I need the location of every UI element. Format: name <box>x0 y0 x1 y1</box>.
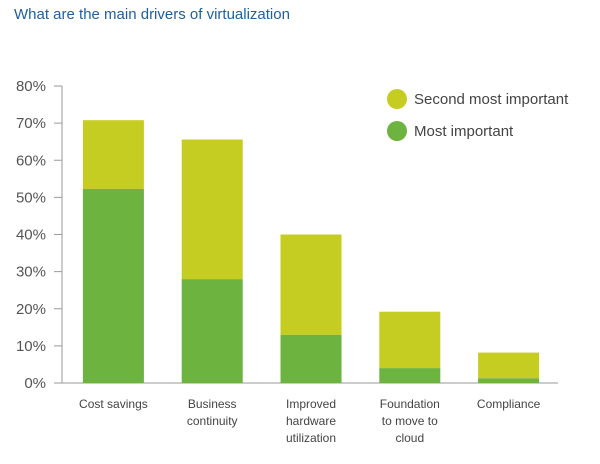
category-labels: Cost savings Business continuity Improved ha… <box>79 397 541 445</box>
y-tick-label: 10% <box>16 338 46 355</box>
y-tick-label: 0% <box>24 375 46 392</box>
y-tick-label: 70% <box>16 115 46 132</box>
category-label: Business continuity <box>187 397 238 428</box>
bar-segment <box>478 378 540 383</box>
y-tick-label: 60% <box>16 152 46 169</box>
y-tick-label: 50% <box>16 189 46 206</box>
category-label: Improved hardware utilization <box>286 397 336 445</box>
y-axis: 0% 10% 20% 30% 40% 50% 60% 70% 80% <box>16 78 558 392</box>
bar-segment <box>280 334 342 383</box>
category-label: Foundation to move to cloud <box>380 397 440 445</box>
category-label: Cost savings <box>79 397 148 411</box>
bar-segment <box>280 234 342 335</box>
y-tick-label: 20% <box>16 301 46 318</box>
bar-segment <box>181 139 243 280</box>
legend-label: Second most important <box>414 91 569 108</box>
y-tick-label: 30% <box>16 264 46 281</box>
bars <box>82 120 540 383</box>
legend-marker <box>387 121 407 141</box>
legend-label: Most important <box>414 123 514 140</box>
bar-segment <box>379 368 441 383</box>
legend: Second most important Most important <box>387 89 569 141</box>
bar-segment <box>379 311 441 369</box>
y-tick-label: 80% <box>16 78 46 95</box>
chart-title: What are the main drivers of virtualizat… <box>14 6 290 23</box>
category-label: Compliance <box>477 397 541 411</box>
bar-segment <box>478 352 540 379</box>
legend-marker <box>387 89 407 109</box>
bar-segment <box>82 120 144 189</box>
y-tick-label: 40% <box>16 227 46 244</box>
bar-segment <box>82 188 144 383</box>
bar-segment <box>181 279 243 383</box>
